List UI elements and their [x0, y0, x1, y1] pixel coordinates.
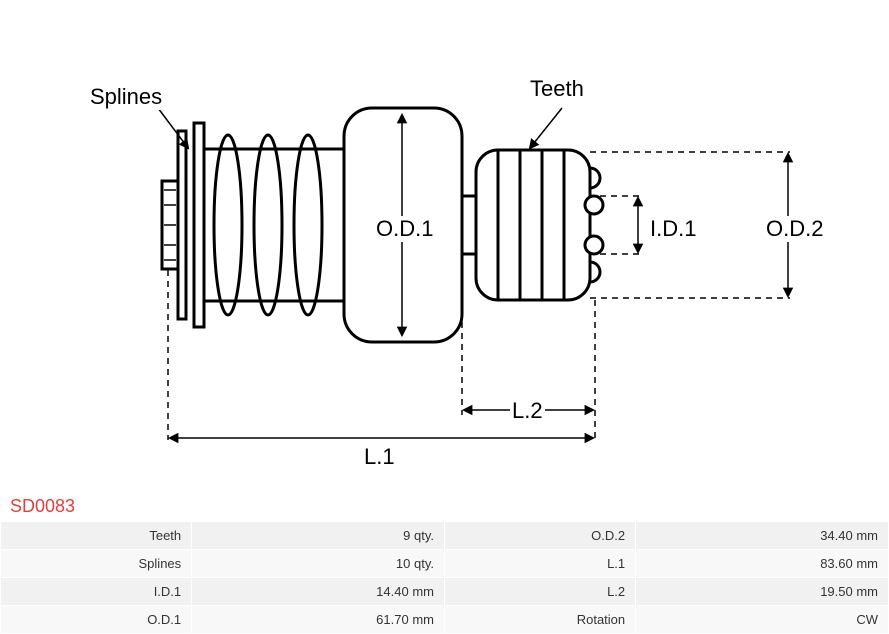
- table-row: I.D.1 14.40 mm L.2 19.50 mm: [1, 578, 888, 605]
- spec-label: L.2: [445, 578, 635, 605]
- spec-label: O.D.1: [1, 606, 191, 633]
- spec-value: 14.40 mm: [192, 578, 444, 605]
- spec-label: Teeth: [1, 522, 191, 549]
- spec-table-body: Teeth 9 qty. O.D.2 34.40 mm Splines 10 q…: [1, 522, 888, 633]
- spec-value: 19.50 mm: [636, 578, 888, 605]
- product-code: SD0083: [0, 490, 889, 521]
- label-splines: Splines: [88, 84, 164, 110]
- technical-diagram: Splines Teeth O.D.1 I.D.1 O.D.2 L.2 L.1: [0, 0, 889, 490]
- table-row: O.D.1 61.70 mm Rotation CW: [1, 606, 888, 633]
- label-od2: O.D.2: [764, 216, 825, 242]
- spec-label: I.D.1: [1, 578, 191, 605]
- table-row: Splines 10 qty. L.1 83.60 mm: [1, 550, 888, 577]
- spec-value: 9 qty.: [192, 522, 444, 549]
- label-l2: L.2: [510, 398, 545, 424]
- label-od1: O.D.1: [374, 216, 435, 242]
- spec-label: L.1: [445, 550, 635, 577]
- label-l1: L.1: [362, 444, 397, 470]
- spec-table: Teeth 9 qty. O.D.2 34.40 mm Splines 10 q…: [0, 521, 889, 634]
- spec-value: 34.40 mm: [636, 522, 888, 549]
- spec-value: 83.60 mm: [636, 550, 888, 577]
- diagram-svg: [0, 0, 889, 490]
- spec-label: Rotation: [445, 606, 635, 633]
- spec-label: O.D.2: [445, 522, 635, 549]
- spec-value: 10 qty.: [192, 550, 444, 577]
- spec-value: CW: [636, 606, 888, 633]
- page-container: Splines Teeth O.D.1 I.D.1 O.D.2 L.2 L.1 …: [0, 0, 889, 634]
- spec-label: Splines: [1, 550, 191, 577]
- table-row: Teeth 9 qty. O.D.2 34.40 mm: [1, 522, 888, 549]
- spec-value: 61.70 mm: [192, 606, 444, 633]
- label-teeth: Teeth: [528, 76, 586, 102]
- label-id1: I.D.1: [648, 216, 698, 242]
